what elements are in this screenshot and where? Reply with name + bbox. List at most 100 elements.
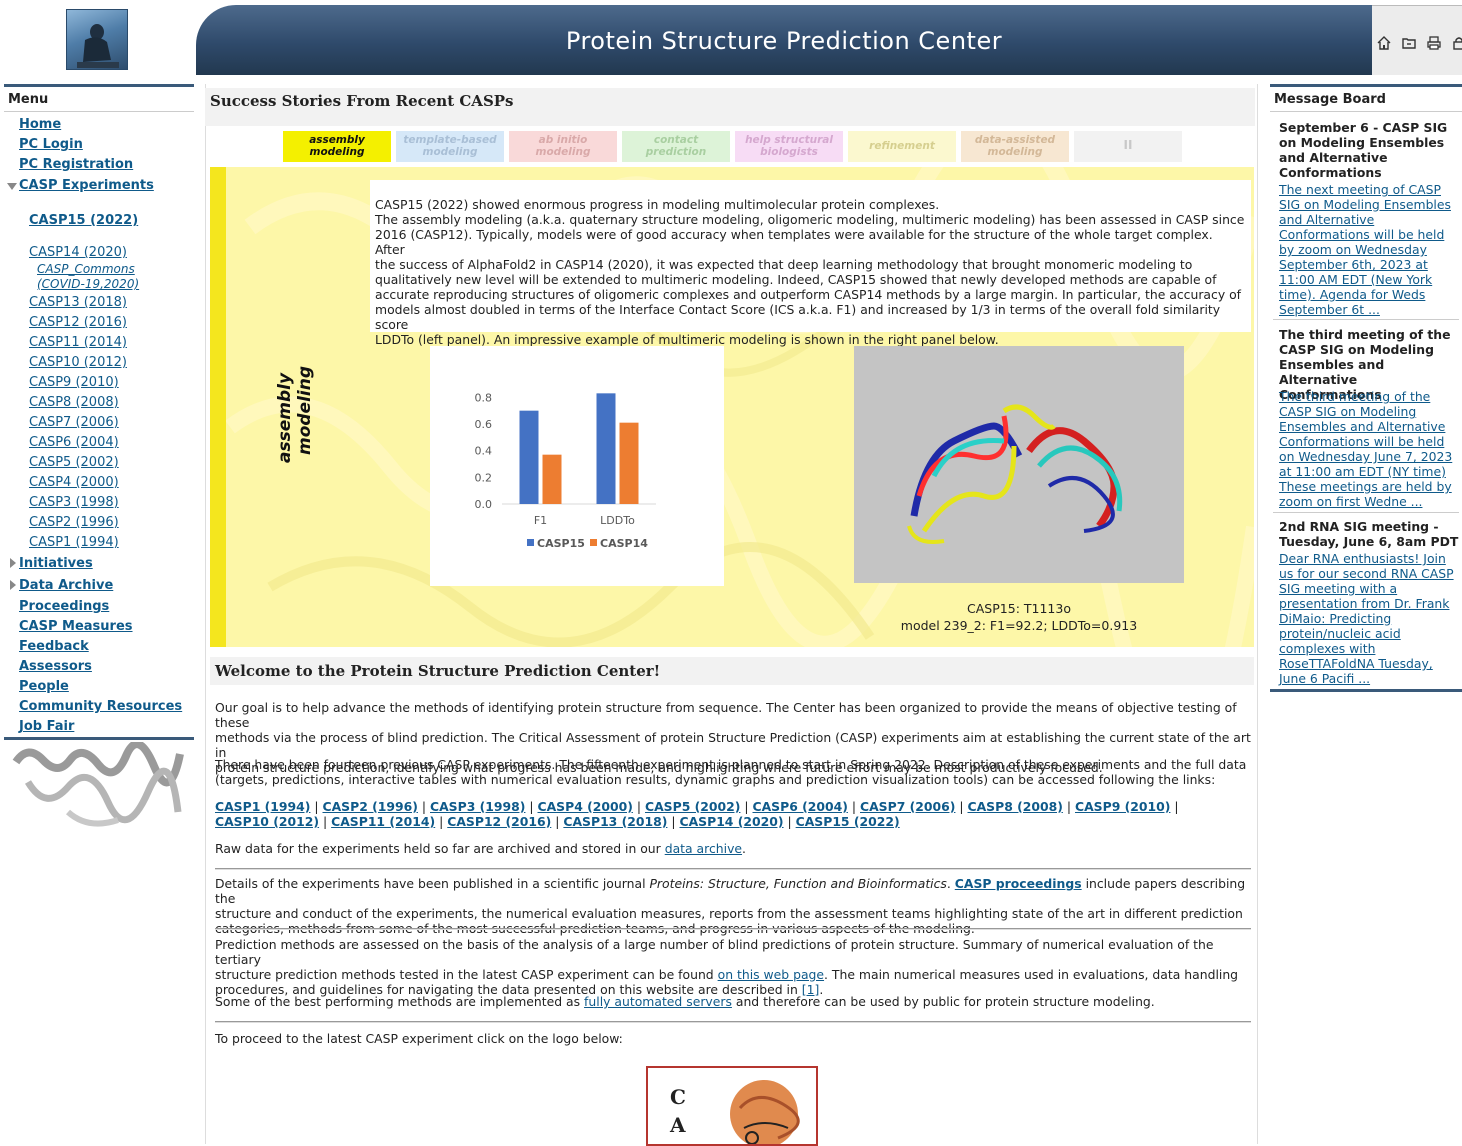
menu-experiment[interactable]: CASP5 (2002) xyxy=(29,455,119,470)
model-caption-scores: model 239_2: F1=92.2; LDDTo=0.913 xyxy=(900,618,1138,633)
story-line: CASP15 (2022) showed enormous progress i… xyxy=(375,197,940,212)
experiments-line: (targets, predictions, interactive table… xyxy=(215,772,1216,787)
message-title[interactable]: The third meeting of the CASP SIG on Mod… xyxy=(1279,327,1461,402)
journal-name: Proteins: Structure, Function and Bioinf… xyxy=(649,876,947,891)
experiment-link[interactable]: CASP8 (2008) xyxy=(967,799,1063,814)
menu-community-resources[interactable]: Community Resources xyxy=(19,699,183,714)
menu-casp-measures[interactable]: CASP Measures xyxy=(19,619,133,634)
tab-data-assisted-modeling[interactable]: data-assisted modeling xyxy=(961,131,1069,162)
message-title-line: The third meeting of the xyxy=(1279,327,1451,342)
experiment-link[interactable]: CASP3 (1998) xyxy=(430,799,526,814)
y-tick-label: 0.4 xyxy=(475,445,493,458)
menu-job-fair[interactable]: Job Fair xyxy=(19,719,75,734)
experiment-link[interactable]: CASP13 (2018) xyxy=(563,814,668,829)
print-icon[interactable] xyxy=(1427,36,1441,50)
folder-icon[interactable] xyxy=(1402,36,1416,50)
tab-line: help structural xyxy=(745,134,833,146)
evaluation-page-link[interactable]: on this web page xyxy=(717,967,825,982)
message-title-line: and Alternative xyxy=(1279,150,1388,165)
servers-link[interactable]: fully automated servers xyxy=(584,994,732,1009)
menu-feedback[interactable]: Feedback xyxy=(19,639,89,654)
message-body-link[interactable]: The next meeting of CASP SIG on Modeling… xyxy=(1279,182,1459,317)
tab-help-structural-biologists[interactable]: help structural biologists xyxy=(735,131,843,162)
message-body-link[interactable]: Dear RNA enthusiasts! Join us for our se… xyxy=(1279,551,1459,686)
message-body-link[interactable]: The third meeting of the CASP SIG on Mod… xyxy=(1279,389,1459,509)
expanded-arrow-icon[interactable] xyxy=(7,183,17,190)
data-archive-link[interactable]: data archive xyxy=(664,841,743,856)
experiment-link[interactable]: CASP10 (2012) xyxy=(215,814,320,829)
menu-experiment[interactable]: CASP8 (2008) xyxy=(29,395,119,410)
menu-experiment[interactable]: CASP7 (2006) xyxy=(29,415,119,430)
menu-people[interactable]: People xyxy=(19,679,69,694)
menu-experiment[interactable]: CASP9 (2010) xyxy=(29,375,119,390)
legend-swatch xyxy=(527,539,534,546)
thinker-logo[interactable] xyxy=(66,9,128,70)
protein-decoration-icon xyxy=(12,742,184,827)
menu-proceedings[interactable]: Proceedings xyxy=(19,599,110,614)
tab-refinement[interactable]: refinement xyxy=(848,131,956,162)
menu-data-archive[interactable]: Data Archive xyxy=(19,578,114,593)
message-line: SIG on Modeling Ensembles xyxy=(1279,197,1451,212)
menu-experiment[interactable]: CASP13 (2018) xyxy=(29,295,127,310)
message-title-line: CASP SIG on Modeling xyxy=(1279,342,1434,357)
story-text: CASP15 (2022) showed enormous progress i… xyxy=(370,180,1251,347)
message-line: at 11:00 am EDT (NY time) xyxy=(1279,464,1446,479)
menu-experiment[interactable]: CASP11 (2014) xyxy=(29,335,127,350)
message-title[interactable]: 2nd RNA SIG meeting - Tuesday, June 6, 8… xyxy=(1279,519,1461,549)
message-title[interactable]: September 6 - CASP SIG on Modeling Ensem… xyxy=(1279,120,1461,180)
collapsed-arrow-icon[interactable] xyxy=(10,558,16,568)
menu-initiatives[interactable]: Initiatives xyxy=(19,556,93,571)
link-separator: | xyxy=(319,814,332,829)
link-separator: | xyxy=(417,799,430,814)
menu-experiment[interactable]: CASP12 (2016) xyxy=(29,315,127,330)
reference-link[interactable]: [1] xyxy=(801,982,820,997)
lock-icon[interactable] xyxy=(1452,36,1462,50)
menu-experiment[interactable]: CASP1 (1994) xyxy=(29,535,119,550)
message-line: us for our second RNA CASP xyxy=(1279,566,1454,581)
menu-experiment[interactable]: CASP6 (2004) xyxy=(29,435,119,450)
experiment-link[interactable]: CASP2 (1996) xyxy=(322,799,418,814)
casp-proceedings-link[interactable]: CASP proceedings xyxy=(954,876,1082,891)
menu-experiment[interactable]: CASP10 (2012) xyxy=(29,355,127,370)
experiment-link[interactable]: CASP6 (2004) xyxy=(752,799,848,814)
menu-pc-registration[interactable]: PC Registration xyxy=(19,157,134,172)
home-icon[interactable] xyxy=(1377,36,1391,50)
tab-contact-prediction[interactable]: contact prediction xyxy=(622,131,730,162)
menu-casp-experiments[interactable]: CASP Experiments xyxy=(19,178,154,193)
tab-line: template-based xyxy=(403,134,497,146)
menu-home[interactable]: Home xyxy=(19,117,62,132)
tab-pause-button[interactable]: II xyxy=(1074,131,1182,162)
experiment-link[interactable]: CASP1 (1994) xyxy=(215,799,311,814)
menu-assessors[interactable]: Assessors xyxy=(19,659,92,674)
menu-experiment[interactable]: CASP3 (1998) xyxy=(29,495,119,510)
message-title-line: Ensembles and xyxy=(1279,357,1385,372)
experiment-link[interactable]: CASP7 (2006) xyxy=(860,799,956,814)
tab-template-based-modeling[interactable]: template-based modeling xyxy=(396,131,504,162)
experiment-link[interactable]: CASP11 (2014) xyxy=(331,814,436,829)
message-line: SIG meeting with a xyxy=(1279,581,1398,596)
menu-casp-commons-2[interactable]: (COVID-19,2020) xyxy=(29,277,139,291)
menu-experiment[interactable]: CASP4 (2000) xyxy=(29,475,119,490)
vertical-category-label: assembly modeling xyxy=(275,366,315,463)
experiment-link[interactable]: CASP14 (2020) xyxy=(679,814,784,829)
experiment-link[interactable]: CASP5 (2002) xyxy=(645,799,741,814)
story-line: LDDTo (left panel). An impressive exampl… xyxy=(375,332,999,347)
tab-ab-initio-modeling[interactable]: ab initio modeling xyxy=(509,131,617,162)
experiment-link[interactable]: CASP4 (2000) xyxy=(537,799,633,814)
tab-assembly-modeling[interactable]: assembly modeling xyxy=(283,131,391,162)
menu-experiment[interactable]: CASP2 (1996) xyxy=(29,515,119,530)
proceedings-paragraph: Details of the experiments have been pub… xyxy=(215,876,1251,936)
menu-casp14[interactable]: CASP14 (2020) xyxy=(29,245,127,260)
menu-casp15[interactable]: CASP15 (2022) xyxy=(29,213,139,228)
experiment-link[interactable]: CASP15 (2022) xyxy=(795,814,900,829)
menu-pc-login[interactable]: PC Login xyxy=(19,137,83,152)
collapsed-arrow-icon[interactable] xyxy=(10,580,16,590)
tab-line: contact xyxy=(653,134,699,146)
menu-casp-commons[interactable]: CASP_Commons xyxy=(29,262,135,276)
site-banner: Protein Structure Prediction Center xyxy=(196,5,1372,75)
experiment-link[interactable]: CASP12 (2016) xyxy=(447,814,552,829)
message-line: presentation from Dr. Frank xyxy=(1279,596,1450,611)
message-line: zoom on first Wedne ... xyxy=(1279,494,1423,509)
experiment-link[interactable]: CASP9 (2010) xyxy=(1075,799,1171,814)
casp15-logo-link[interactable]: C A xyxy=(646,1066,818,1146)
